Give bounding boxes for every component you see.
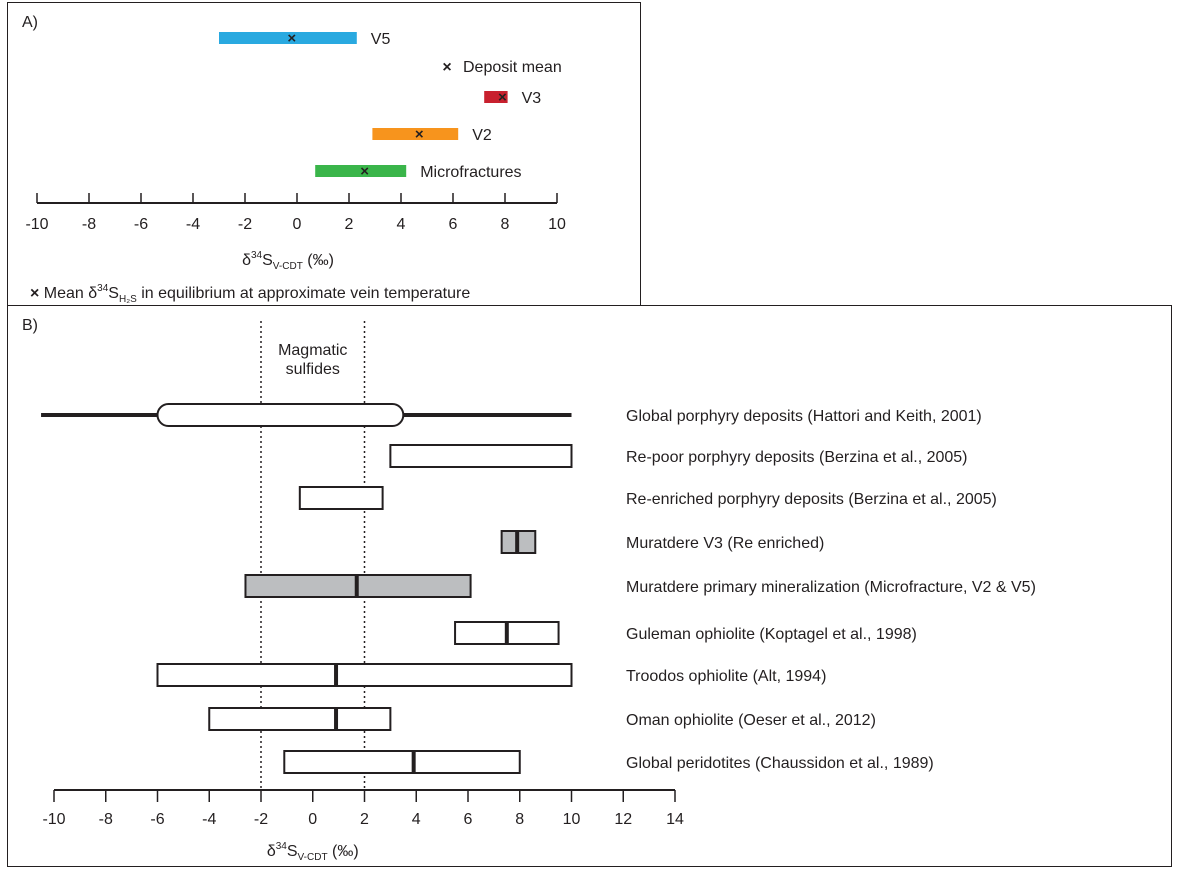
deposit-mean-label: Deposit mean [463,59,562,76]
x-tick-label-0: 0 [308,811,317,828]
mean-marker-v5: × [287,30,296,47]
series-label-1: Re-poor porphyry deposits (Berzina et al… [626,449,968,466]
x-tick-label-10: 10 [563,811,581,828]
deposit-mean-marker: × [442,59,451,76]
series-label-microfractures: Microfractures [420,164,521,181]
series-label-v3: V3 [522,90,542,107]
x-tick-label-6: 6 [449,216,458,233]
range-box-1 [389,444,573,468]
series-label-3: Muratdere V3 (Re enriched) [626,535,824,552]
series-label-0: Global porphyry deposits (Hattori and Ke… [626,408,982,425]
x-tick-label--10: -10 [25,216,48,233]
range-box-2 [298,486,384,510]
x-tick-label--6: -6 [150,811,164,828]
x-tick-label-14: 14 [666,811,684,828]
x-axis-title: δ34SV-CDT (‰) [267,841,359,863]
whisker-box-0 [156,403,405,427]
x-tick-label-12: 12 [614,811,632,828]
mean-note: × Mean δ34SH₂S in equilibrium at approxi… [30,283,470,305]
x-tick-label-4: 4 [397,216,406,233]
mean-marker-microfractures: × [360,163,369,180]
magmatic-label-line2: sulfides [286,361,340,378]
series-label-v2: V2 [472,127,492,144]
panel-label: A) [22,14,38,31]
x-tick-label--2: -2 [238,216,252,233]
range-box-8 [283,750,521,774]
panel-a: A) × V5 × V3 × V2 × Microfractures × Deposit mean -… [7,2,641,307]
chart-b: B) Magmatic sulfides Global porphyry deposi… [22,317,1036,863]
x-tick-label--6: -6 [134,216,148,233]
x-tick-label--4: -4 [186,216,200,233]
x-tick-label-6: 6 [464,811,473,828]
x-tick-label--10: -10 [42,811,65,828]
chart-a: A) × V5 × V3 × V2 × Microfractures × Deposit mean -… [22,14,566,305]
series-label-8: Global peridotites (Chaussidon et al., 1… [626,755,934,772]
x-tick-label--2: -2 [254,811,268,828]
series-label-v5: V5 [371,31,391,48]
x-tick-label--8: -8 [99,811,113,828]
series-label-5: Guleman ophiolite (Koptagel et al., 1998… [626,626,917,643]
magmatic-label-line1: Magmatic [278,342,347,359]
x-tick-label-2: 2 [360,811,369,828]
range-box-6 [156,663,573,687]
x-tick-label-8: 8 [515,811,524,828]
x-tick-label--8: -8 [82,216,96,233]
x-tick-label-0: 0 [293,216,302,233]
x-tick-label-2: 2 [345,216,354,233]
series-label-7: Oman ophiolite (Oeser et al., 2012) [626,712,876,729]
x-tick-label-8: 8 [501,216,510,233]
series-label-4: Muratdere primary mineralization (Microf… [626,579,1036,596]
x-axis-title: δ34SV-CDT (‰) [242,250,334,272]
mean-marker-v2: × [415,126,424,143]
panel-b: B) Magmatic sulfides Global porphyry deposi… [7,305,1172,867]
series-label-2: Re-enriched porphyry deposits (Berzina e… [626,491,997,508]
x-tick-label-4: 4 [412,811,421,828]
x-tick-label--4: -4 [202,811,216,828]
mean-marker-v3: × [498,89,507,106]
series-label-6: Troodos ophiolite (Alt, 1994) [626,668,826,685]
panel-label: B) [22,317,38,334]
range-box-7 [208,707,392,731]
x-tick-label-10: 10 [548,216,566,233]
